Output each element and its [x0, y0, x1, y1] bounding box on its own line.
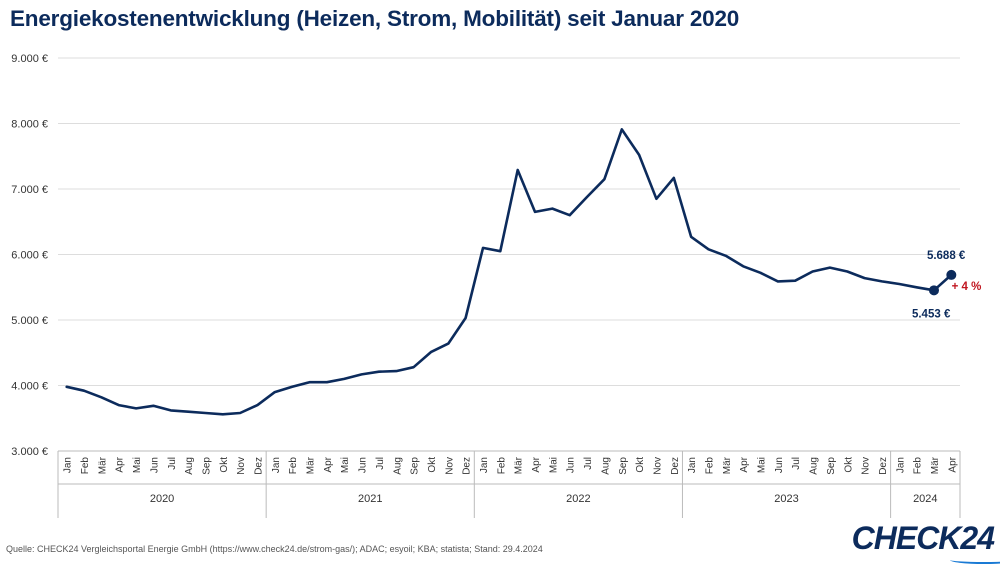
x-tick-label: Jul: [375, 457, 386, 470]
x-tick-label: Jan: [479, 457, 490, 473]
x-tick-label: Feb: [80, 457, 91, 475]
x-tick-label: Mär: [306, 456, 317, 474]
x-tick-label: Jul: [583, 457, 594, 470]
x-tick-label: Sep: [618, 457, 629, 475]
year-label: 2021: [358, 493, 382, 505]
x-tick-label: Mai: [340, 457, 351, 473]
x-tick-label: Jul: [167, 457, 178, 470]
x-tick-label: Apr: [115, 456, 126, 472]
year-label: 2020: [150, 493, 174, 505]
source-note: Quelle: CHECK24 Vergleichsportal Energie…: [6, 544, 543, 554]
x-tick-label: Mai: [548, 457, 559, 473]
x-tick-label: Jan: [687, 457, 698, 473]
x-tick-label: Feb: [913, 457, 924, 475]
x-tick-label: Feb: [496, 457, 507, 475]
x-tick-label: Apr: [323, 456, 334, 472]
y-tick-label: 4.000 €: [11, 381, 48, 393]
x-tick-label: Jun: [774, 457, 785, 473]
x-tick-label: Feb: [704, 457, 715, 475]
y-axis-tick-labels: 3.000 € 4.000 € 5.000 € 6.000 € 7.000 € 8.000…: [11, 53, 48, 458]
x-tick-label: Mär: [722, 456, 733, 474]
x-tick-label: Apr: [531, 456, 542, 472]
series-line: [65, 128, 953, 416]
x-tick-label: Dez: [462, 457, 473, 475]
y-tick-label: 3.000 €: [11, 446, 48, 458]
x-tick-label: Dez: [670, 457, 681, 475]
x-tick-label: Sep: [201, 457, 212, 475]
x-tick-label: Jul: [791, 457, 802, 470]
x-axis: Jan Feb Mär Apr Mai Jun Jul Aug Sep Okt Nov Dez Jan F…: [57, 450, 961, 518]
y-tick-label: 8.000 €: [11, 119, 48, 131]
x-tick-label: Aug: [184, 457, 195, 475]
x-tick-label: Sep: [410, 457, 421, 475]
chart-title: Energiekostenentwicklung (Heizen, Strom,…: [10, 6, 740, 31]
x-tick-label: Okt: [427, 457, 438, 473]
y-tick-label: 7.000 €: [11, 184, 48, 196]
x-tick-label: Jun: [566, 457, 577, 473]
data-point: [928, 285, 939, 296]
x-tick-label: Feb: [288, 457, 299, 475]
data-label: 5.688 €: [927, 250, 966, 262]
x-tick-label: Aug: [600, 457, 611, 475]
x-tick-label: Jan: [895, 457, 906, 473]
y-tick-label: 9.000 €: [11, 53, 48, 65]
x-tick-label: Dez: [253, 457, 264, 475]
x-tick-label: Okt: [843, 457, 854, 473]
x-tick-label: Dez: [878, 457, 889, 475]
x-tick-label: Sep: [826, 457, 837, 475]
x-tick-label: Jan: [63, 457, 74, 473]
x-tick-label: Apr: [947, 456, 958, 472]
data-point: [946, 269, 957, 280]
x-tick-label: Jun: [358, 457, 369, 473]
x-tick-label: Mai: [132, 457, 143, 473]
logo-text: CHECK24: [851, 520, 995, 556]
x-tick-label: Nov: [652, 457, 663, 475]
annotations: 5.453 € 5.688 € + 4 %: [912, 250, 981, 320]
x-tick-label: Nov: [444, 457, 455, 475]
year-label: 2024: [913, 493, 937, 505]
y-tick-label: 5.000 €: [11, 315, 48, 327]
y-tick-label: 6.000 €: [11, 250, 48, 262]
x-tick-label: Mär: [930, 456, 941, 474]
x-tick-label: Okt: [635, 457, 646, 473]
year-label: 2023: [774, 493, 798, 505]
check24-logo: CHECK24: [851, 520, 1000, 564]
x-tick-label: Aug: [392, 457, 403, 475]
grid-lines: [58, 57, 960, 452]
change-label: + 4 %: [952, 281, 982, 293]
x-tick-label: Apr: [739, 456, 750, 472]
x-tick-label: Jun: [149, 457, 160, 473]
x-tick-label: Mär: [97, 456, 108, 474]
data-label: 5.453 €: [912, 308, 951, 320]
x-tick-label: Nov: [861, 457, 872, 475]
year-label: 2022: [566, 493, 590, 505]
x-tick-label: Okt: [219, 457, 230, 473]
x-tick-label: Jan: [271, 457, 282, 473]
series-energiekosten: [65, 128, 953, 416]
x-tick-label: Mai: [757, 457, 768, 473]
x-tick-label: Nov: [236, 457, 247, 475]
x-tick-label: Mär: [514, 456, 525, 474]
x-tick-label: Aug: [809, 457, 820, 475]
